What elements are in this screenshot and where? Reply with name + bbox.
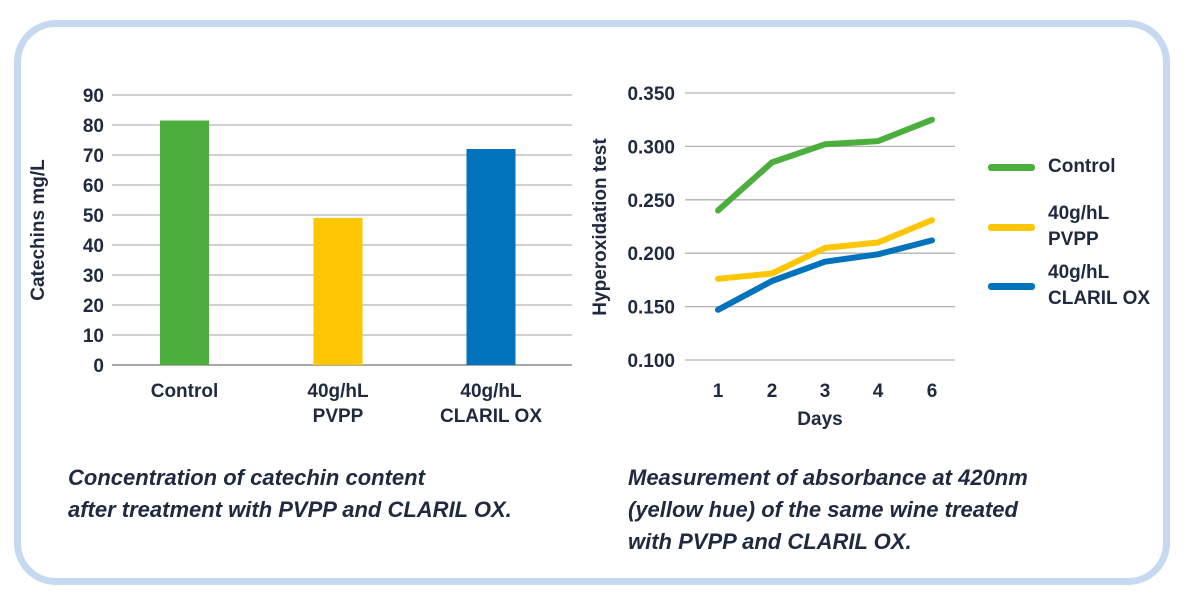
legend-item-pvpp: 40g/hL PVPP [988,201,1109,253]
bar-category-label: PVPP [313,406,364,427]
bar-category-label: 40g/hL [460,381,522,402]
bar-ytick-label: 80 [83,116,104,137]
bar-category-label: CLARIL OX [440,406,542,427]
bar-ytick-label: 30 [83,266,104,287]
bar-ytick-label: 50 [83,206,104,227]
caption-bar-chart: Concentration of catechin content after … [68,465,512,522]
bar-ytick-label: 10 [83,326,104,347]
line-xtick-label: 1 [713,381,724,402]
bar-ytick-label: 60 [83,176,104,197]
bar-control [160,120,209,365]
line-ytick-label: 0.100 [627,351,675,372]
series-line-40g-hl-claril-ox [715,237,935,313]
line-ytick-label: 0.150 [627,298,675,319]
legend-item-control: Control [988,154,1116,180]
series-line-40g-hl-pvpp [715,217,935,282]
catechins-bar-chart: 90 80 70 60 50 40 30 20 10 0 Control 40g/hL PVPP 40g/… [28,86,572,427]
legend-label-pvpp: 40g/hL PVPP [1048,203,1110,250]
series-line-control [715,116,935,214]
legend-swatch-claril-ox [988,282,1035,290]
line-xtick-label: 6 [927,381,938,402]
line-x-axis-title: Days [797,409,842,430]
bar-y-axis-title: Catechins mg/L [28,159,49,301]
legend-item-claril-ox: 40g/hL CLARIL OX [988,260,1150,312]
bar-category-label: Control [151,381,219,402]
legend-label-control: Control [1048,156,1116,177]
bar-category-label: 40g/hL [307,381,369,402]
line-xtick-label: 4 [873,381,884,402]
bar-ytick-label: 0 [93,356,104,377]
line-ytick-label: 0.250 [627,191,675,212]
legend-swatch-control [988,163,1035,171]
bar-pvpp [313,218,363,365]
line-xtick-label: 3 [820,381,831,402]
panel-border [14,20,1170,585]
bar-ytick-label: 20 [83,296,104,317]
line-xtick-label: 2 [767,381,778,402]
bar-ytick-label: 90 [83,86,104,107]
legend-swatch-pvpp [988,223,1035,231]
line-ytick-label: 0.200 [627,244,675,265]
caption-line-chart: Measurement of absorbance at 420nm (yell… [628,465,1028,554]
hyperoxidation-line-chart: 0.350 0.300 0.250 0.200 0.150 0.100 1 2 3 4 6 Days H… [590,84,955,430]
legend-label-claril-ox: 40g/hL CLARIL OX [1048,262,1151,309]
line-y-axis-title: Hyperoxidation test [590,138,611,316]
line-ytick-label: 0.300 [627,137,675,158]
bar-claril-ox [466,149,516,365]
line-ytick-label: 0.350 [627,84,675,105]
bar-ytick-label: 40 [83,236,104,257]
bar-ytick-label: 70 [83,146,104,167]
